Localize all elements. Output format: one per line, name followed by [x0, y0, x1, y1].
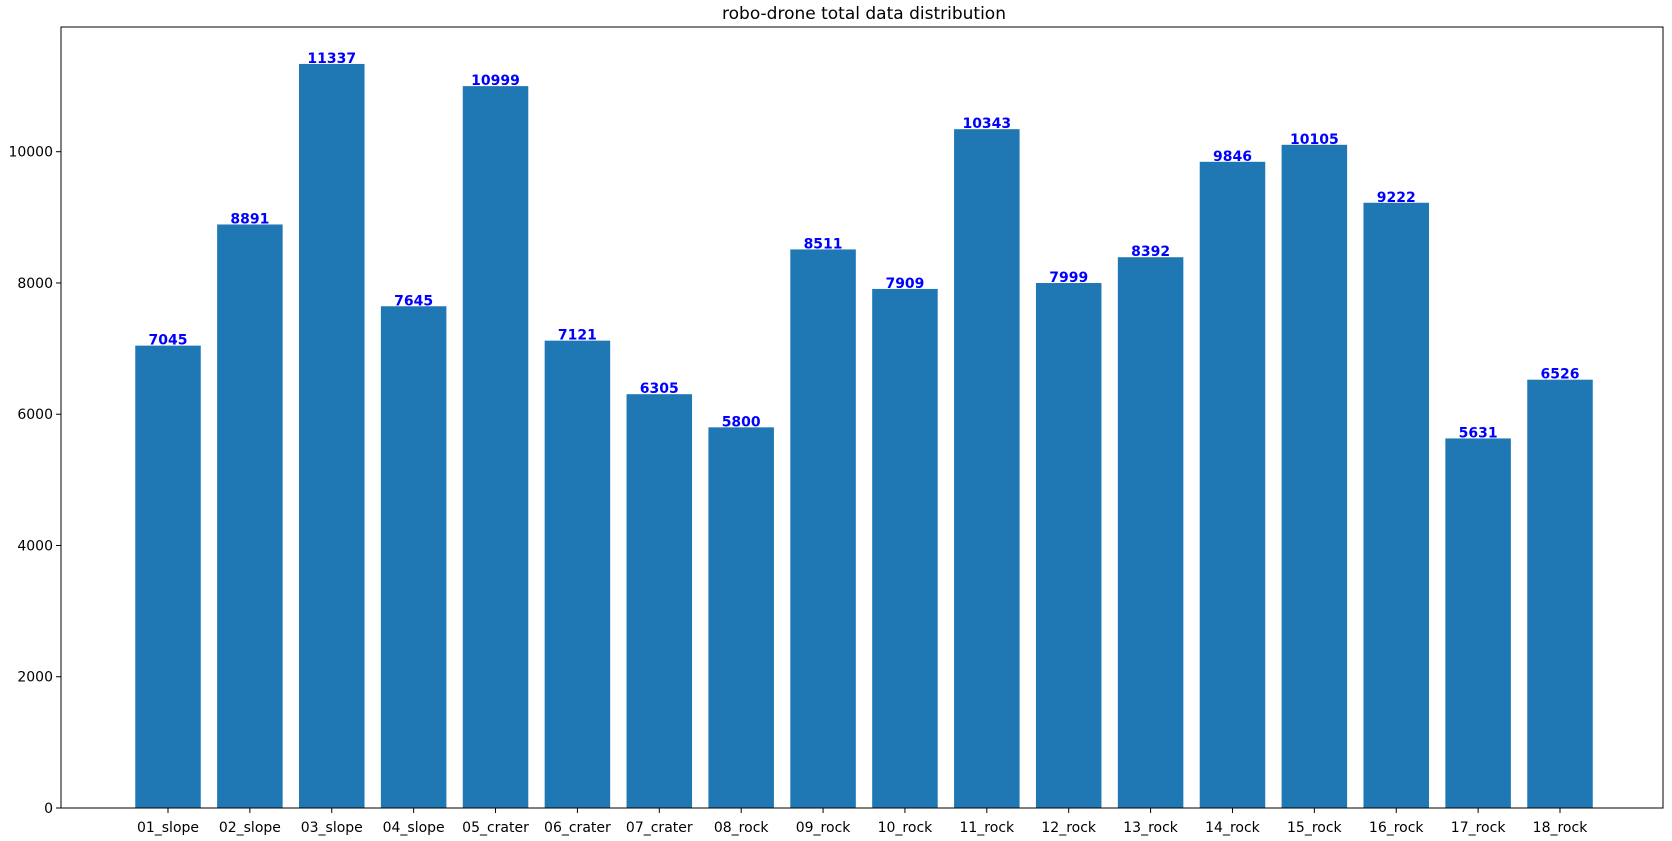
- data-labels-layer: 7045 8891 11337 7645 10999 7121 6305 5800 8511 79…: [149, 51, 1580, 441]
- y-tick-label: 2000: [17, 670, 53, 686]
- y-tick-label: 6000: [17, 407, 53, 423]
- bar-16_rock: [1363, 202, 1429, 808]
- y-tick-label: 10000: [8, 145, 53, 161]
- x-tick-label-05_crater: 05_crater: [462, 820, 529, 836]
- y-tick-label: 8000: [17, 276, 53, 292]
- bars-layer: [135, 63, 1593, 809]
- data-label-14_rock: 9846: [1213, 149, 1252, 165]
- bar-05_crater: [462, 86, 529, 808]
- bar-02_slope: [217, 224, 283, 809]
- axes-layer: 01_slope 02_slope 03_slope 04_slope 05_crate…: [8, 26, 1664, 836]
- x-tick-label-15_rock: 15_rock: [1287, 820, 1343, 836]
- bar-08_rock: [708, 427, 774, 808]
- data-label-07_crater: 6305: [640, 381, 679, 397]
- x-tick-label-18_rock: 18_rock: [1533, 820, 1589, 836]
- x-tick-label-07_crater: 07_crater: [626, 820, 693, 836]
- data-label-08_rock: 5800: [722, 414, 761, 430]
- data-label-03_slope: 11337: [307, 51, 356, 67]
- x-tick-label-01_slope: 01_slope: [137, 820, 199, 836]
- data-label-12_rock: 7999: [1049, 270, 1088, 286]
- bar-15_rock: [1281, 144, 1348, 808]
- bar-04_slope: [380, 306, 447, 808]
- data-label-02_slope: 8891: [230, 211, 269, 227]
- bar-12_rock: [1035, 283, 1102, 808]
- x-tick-label-09_rock: 09_rock: [796, 820, 852, 836]
- bar-03_slope: [299, 63, 365, 808]
- x-tick-label-06_crater: 06_crater: [544, 820, 611, 836]
- x-tick-label-04_slope: 04_slope: [383, 820, 445, 836]
- x-tick-label-08_rock: 08_rock: [714, 820, 770, 836]
- data-label-11_rock: 10343: [962, 116, 1011, 132]
- data-label-10_rock: 7909: [885, 276, 924, 292]
- bar-14_rock: [1199, 161, 1266, 809]
- y-tick-label: 4000: [17, 538, 53, 554]
- data-label-01_slope: 7045: [149, 333, 188, 349]
- x-tick-label-10_rock: 10_rock: [878, 820, 934, 836]
- x-tick-label-14_rock: 14_rock: [1205, 820, 1261, 836]
- bar-13_rock: [1117, 257, 1184, 809]
- data-label-05_crater: 10999: [471, 73, 520, 89]
- bar-17_rock: [1445, 438, 1511, 808]
- bar-06_crater: [544, 340, 611, 808]
- data-label-09_rock: 8511: [804, 236, 843, 252]
- bar-18_rock: [1527, 379, 1593, 808]
- x-tick-label-16_rock: 16_rock: [1369, 820, 1425, 836]
- data-label-06_crater: 7121: [558, 328, 597, 344]
- y-tick-label: 0: [44, 801, 53, 817]
- plot-frame: [60, 26, 1664, 809]
- bar-11_rock: [954, 129, 1020, 808]
- data-label-17_rock: 5631: [1459, 425, 1498, 441]
- x-tick-label-02_slope: 02_slope: [219, 820, 281, 836]
- data-label-15_rock: 10105: [1290, 132, 1339, 148]
- x-tick-label-03_slope: 03_slope: [301, 820, 363, 836]
- data-label-13_rock: 8392: [1131, 244, 1170, 260]
- x-tick-label-11_rock: 11_rock: [959, 820, 1015, 836]
- x-tick-label-17_rock: 17_rock: [1451, 820, 1507, 836]
- bar-09_rock: [790, 249, 856, 809]
- data-label-18_rock: 6526: [1541, 367, 1580, 383]
- bar-07_crater: [626, 394, 693, 808]
- x-tick-label-13_rock: 13_rock: [1123, 820, 1179, 836]
- bar-10_rock: [872, 288, 938, 808]
- chart-title: robo-drone total data distribution: [722, 4, 1006, 24]
- data-label-04_slope: 7645: [394, 293, 433, 309]
- bar-01_slope: [135, 345, 201, 808]
- data-label-16_rock: 9222: [1377, 190, 1416, 206]
- x-tick-label-12_rock: 12_rock: [1041, 820, 1097, 836]
